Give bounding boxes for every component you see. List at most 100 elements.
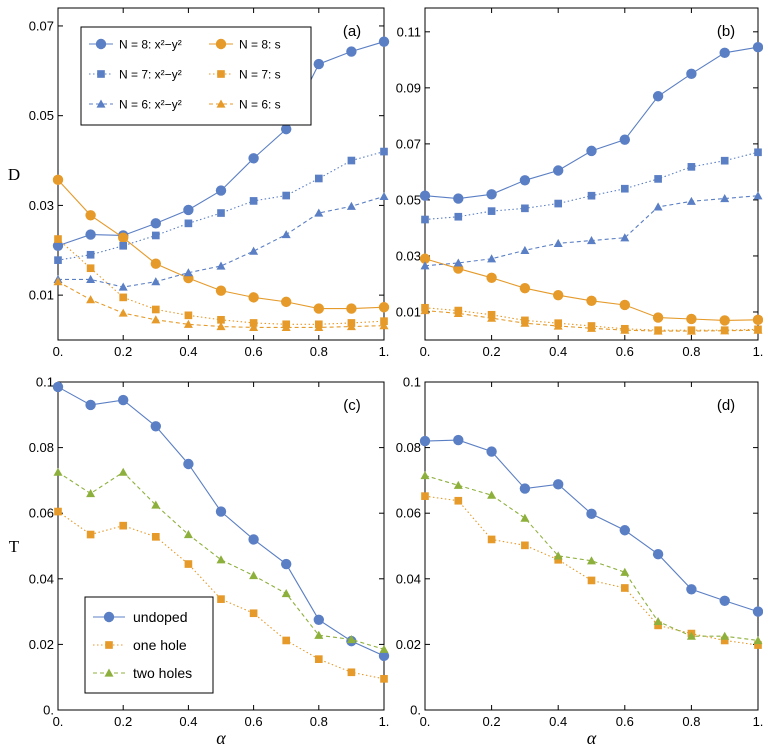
data-point [217,315,225,324]
data-point [587,191,596,200]
data-point [620,184,629,193]
data-point [282,191,291,200]
legend-marker [216,99,226,108]
legend-label: N = 7: x²−y² [119,68,182,82]
data-point [519,483,531,494]
data-point [118,308,128,317]
legend: undoped one hole two holes [84,596,214,694]
data-point [314,322,324,332]
data-point [314,174,323,183]
series-line [57,238,385,325]
series-line [57,471,385,650]
data-point [654,175,662,183]
x-tick-label: 0.2 [483,714,501,729]
data-point [248,534,259,545]
y-tick-label: 0.03 [396,248,421,263]
series-5 [53,277,389,332]
data-point [380,675,388,683]
data-point [554,555,563,564]
data-point [620,233,630,242]
y-tick-label: 0.06 [396,506,421,521]
plot-frame [57,381,385,711]
x-tick-label: 0. [420,714,431,729]
data-point [587,236,596,245]
panel-label: (b) [717,23,735,40]
x-tick-label: 0.8 [310,714,328,729]
series-0 [52,381,390,662]
series-4 [420,191,763,270]
data-point [653,326,663,335]
data-point [248,153,259,164]
x-tick-label: 0.4 [179,344,197,359]
series-line [424,46,759,200]
x-tick-label: 0.8 [682,714,700,729]
data-point [686,326,696,335]
series-3 [54,235,388,329]
legend-marker [215,38,227,50]
data-point [653,202,663,211]
legend-label: N = 6: s [239,98,281,112]
data-point [487,313,497,322]
y-tick-label: 0.03 [29,198,54,213]
y-tick-label: 0.07 [396,136,421,151]
series-line [424,258,759,321]
data-point [184,560,193,568]
y-tick-label: 0.02 [29,637,54,652]
data-point [86,489,96,498]
data-point [85,229,96,240]
x-axis-title: α [587,728,597,747]
data-point [453,480,463,489]
panel-label: (d) [717,397,735,414]
series-2 [54,147,388,264]
data-point [519,282,531,294]
plot-frame [424,7,759,341]
x-tick-label: 0.2 [483,344,501,359]
data-point [215,506,227,517]
data-point [379,191,389,201]
data-point [753,191,763,200]
data-point [553,321,563,330]
data-point [720,156,729,165]
y-tick-label: 0.02 [396,637,421,652]
data-point [487,207,496,215]
data-point [720,631,730,640]
legend-marker [95,38,107,50]
data-point [378,302,390,313]
x-axis-title: α [216,728,226,747]
data-point [183,530,193,539]
data-point [313,303,324,314]
data-point [754,148,762,157]
legend-label: N = 7: s [239,68,281,82]
data-point [347,668,356,677]
data-point [248,292,259,303]
data-point [119,241,128,250]
data-point [346,303,357,314]
y-tick-label: 0.04 [29,571,54,586]
data-point [380,147,388,156]
x-tick-label: 0.8 [310,344,328,359]
data-point [553,238,563,247]
series-0 [419,434,763,617]
x-tick-label: 0.8 [682,344,700,359]
data-point [184,311,193,320]
data-point [687,163,696,171]
data-point [183,319,193,328]
data-point [119,293,128,302]
legend-marker [217,70,225,78]
data-point [281,558,292,570]
legend-marker [103,611,115,623]
x-tick-label: 0. [53,714,64,729]
x-tick-label: 0.6 [245,344,263,359]
y-tick-label: 0.04 [396,571,421,586]
data-point [652,91,664,102]
data-point [553,165,564,176]
legend-label: undoped [133,609,188,625]
series-4 [53,191,389,291]
data-point [281,230,291,239]
legend-label: N = 6: x²−y² [119,98,182,112]
data-point [753,635,763,645]
plot-frame [57,7,385,341]
data-point [686,631,696,640]
data-point [586,508,597,520]
data-point [521,541,529,550]
